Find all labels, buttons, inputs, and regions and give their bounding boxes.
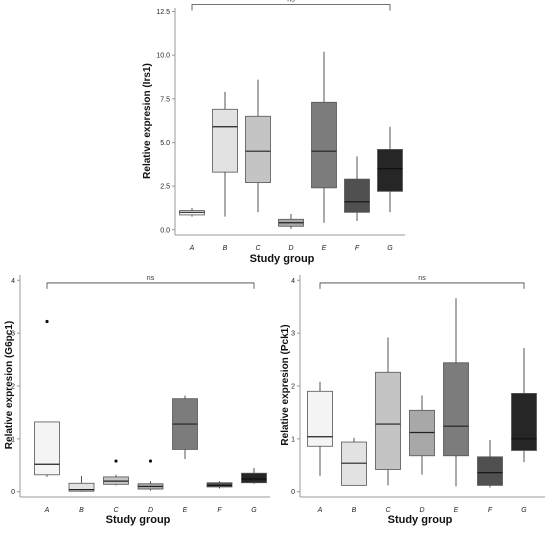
y-tick-label: 4 — [11, 278, 15, 285]
box-C — [245, 79, 271, 213]
box-B — [212, 91, 238, 217]
y-tick-label: 3 — [291, 331, 295, 338]
box-G — [511, 347, 537, 463]
y-tick-label: 10.0 — [156, 53, 170, 60]
x-axis-title: Study group — [106, 514, 171, 526]
significance-bracket — [191, 4, 391, 11]
x-category-label: D — [148, 507, 153, 514]
box-D — [278, 214, 304, 229]
box-body — [443, 362, 469, 457]
box-body — [245, 115, 271, 184]
box-body — [375, 371, 401, 470]
box-body — [311, 101, 337, 189]
box-body — [241, 472, 267, 484]
significance-label: ns — [418, 275, 426, 282]
box-A — [307, 381, 333, 476]
box-E — [172, 395, 198, 459]
box-body — [511, 392, 537, 451]
x-category-label: D — [419, 507, 424, 514]
box-body — [68, 482, 95, 492]
y-tick-label: 4 — [291, 278, 295, 285]
y-tick-label: 1 — [11, 436, 15, 443]
y-tick-label: 2.5 — [160, 184, 170, 191]
box-E — [311, 51, 337, 223]
box-F — [206, 481, 233, 489]
y-axis-title: Relative expresion (Irs1) — [142, 63, 153, 179]
boxplot-panel-3: 0 1 2 3 4 A B C D E F Gns Study group Relative expres… — [280, 275, 545, 526]
y-tick-label: 2 — [291, 384, 295, 391]
significance-bracket — [46, 282, 255, 289]
y-axis-title: Relative expresion (G6pc1) — [4, 321, 15, 449]
y-tick-label: 3 — [11, 331, 15, 338]
x-category-label: B — [352, 507, 357, 514]
x-category-label: G — [521, 507, 527, 514]
x-category-label: D — [288, 245, 293, 252]
y-tick-label: 0 — [11, 489, 15, 496]
x-category-label: C — [385, 507, 391, 514]
y-tick-label: 2 — [11, 384, 15, 391]
x-category-label: C — [113, 507, 119, 514]
box-body — [377, 149, 403, 192]
x-category-label: A — [317, 507, 323, 514]
box-B — [68, 475, 95, 492]
box-F — [344, 156, 370, 222]
x-category-label: E — [322, 245, 327, 252]
box-C — [103, 459, 129, 486]
box-A — [34, 319, 60, 477]
y-tick-label: 7.5 — [160, 96, 170, 103]
x-axis-title: Study group — [250, 253, 315, 265]
box-G — [241, 467, 267, 484]
x-category-label: F — [217, 507, 222, 514]
x-category-label: C — [255, 245, 261, 252]
x-category-label: A — [44, 507, 50, 514]
boxplot-panel-2: 0 1 2 3 4 A B C D E F Gns Study group Relative expres… — [4, 275, 270, 526]
significance-label: ns — [147, 275, 155, 282]
box-C — [375, 337, 401, 486]
y-tick-label: 0.0 — [160, 227, 170, 234]
box-E — [443, 298, 469, 487]
box-A — [179, 207, 205, 217]
outlier-point — [148, 459, 153, 463]
box-F — [477, 439, 503, 488]
y-axis-title: Relative expresion (Pck1) — [280, 324, 291, 445]
x-category-label: B — [223, 245, 228, 252]
y-tick-label: 5.0 — [160, 140, 170, 147]
x-category-label: E — [454, 507, 459, 514]
box-body — [212, 108, 238, 173]
x-axis-title: Study group — [388, 514, 453, 526]
box-body — [477, 456, 503, 486]
box-D — [137, 459, 164, 491]
box-body — [344, 178, 370, 213]
boxplot-panel-1: 0.0 2.5 5.0 7.5 10.0 12.5 A B C D E F Gns Study group… — [142, 0, 405, 265]
x-category-label: B — [79, 507, 84, 514]
box-body — [307, 390, 333, 447]
x-category-label: G — [387, 245, 393, 252]
box-body — [34, 421, 60, 476]
significance-bracket — [319, 282, 525, 289]
box-D — [409, 395, 435, 475]
outlier-point — [114, 459, 118, 463]
box-B — [341, 437, 367, 486]
outlier-point — [45, 319, 49, 324]
x-category-label: F — [488, 507, 493, 514]
x-category-label: F — [355, 245, 360, 252]
significance-label: ns — [287, 0, 295, 4]
y-tick-label: 1 — [291, 436, 295, 443]
x-category-label: E — [183, 507, 188, 514]
y-tick-label: 12.5 — [156, 9, 170, 16]
x-category-label: A — [189, 245, 195, 252]
box-G — [377, 126, 403, 213]
y-tick-label: 0 — [291, 489, 295, 496]
x-category-label: G — [251, 507, 257, 514]
